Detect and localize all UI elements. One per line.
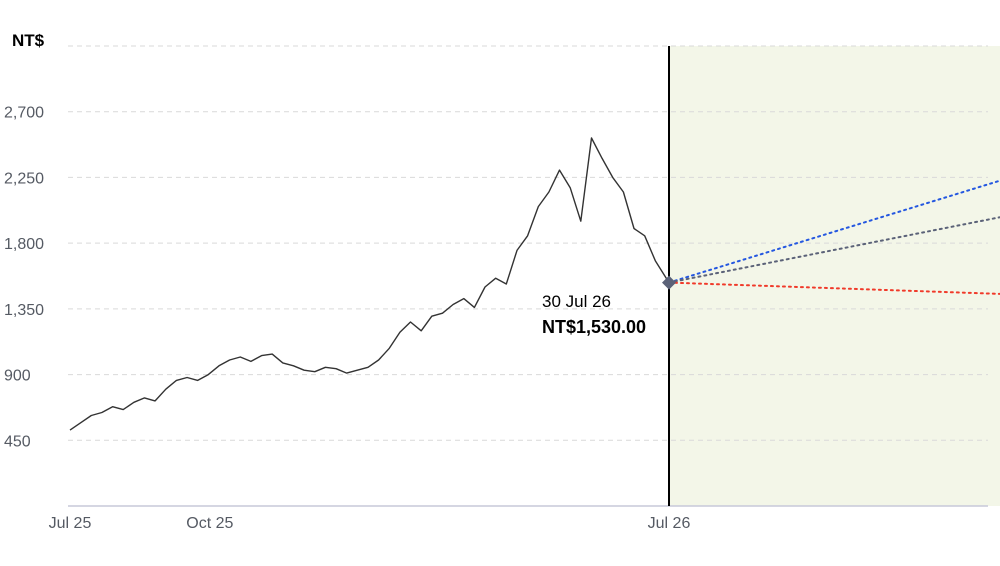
current-price-marker: [662, 275, 676, 290]
target-line-0: [668, 179, 1000, 284]
y-tick-label-3: 1,800: [4, 236, 44, 253]
y-tick-label-5: 2,700: [4, 105, 44, 122]
y-tick-label-1: 900: [4, 368, 31, 385]
target-lines-layer: NT$2,700.00NT$2,280.00NT$1,400.00: [662, 179, 1000, 295]
y-tick-label-4: 2,250: [4, 170, 44, 187]
y-axis-unit-label: NT$: [12, 31, 45, 50]
forecast-band-layer: [669, 46, 1000, 506]
price-series-layer: [69, 137, 670, 431]
price-series-line-0: [69, 137, 670, 431]
x-tick-label-0: Jul 25: [49, 515, 92, 532]
forecast-band: [669, 46, 1000, 506]
annotation-price: NT$1,530.00: [542, 317, 646, 337]
annotation-date: 30 Jul 26: [542, 292, 611, 311]
target-line-1: [668, 216, 1000, 284]
grid-layer: [68, 45, 988, 441]
x-tick-label-1: Oct 25: [186, 515, 233, 532]
y-tick-label-0: 450: [4, 433, 31, 450]
y-tick-labels: 450 900 1,350 1,800 2,250 2,700: [4, 105, 44, 451]
y-tick-label-2: 1,350: [4, 302, 44, 319]
target-line-2: [668, 281, 1000, 295]
current-price-annotation: 30 Jul 26 NT$1,530.00: [542, 292, 646, 337]
x-tick-label-2: Jul 26: [648, 515, 691, 532]
